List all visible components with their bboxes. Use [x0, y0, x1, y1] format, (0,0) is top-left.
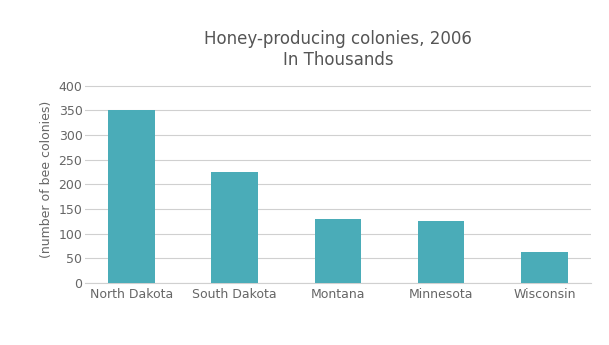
Y-axis label: (number of bee colonies): (number of bee colonies) [40, 101, 53, 258]
Bar [211, 172, 258, 283]
Bar [418, 221, 465, 283]
Title: Honey-producing colonies, 2006
In Thousands: Honey-producing colonies, 2006 In Thousa… [204, 30, 472, 69]
Bar [108, 110, 155, 283]
Bar [315, 219, 361, 283]
Bar [521, 252, 568, 283]
